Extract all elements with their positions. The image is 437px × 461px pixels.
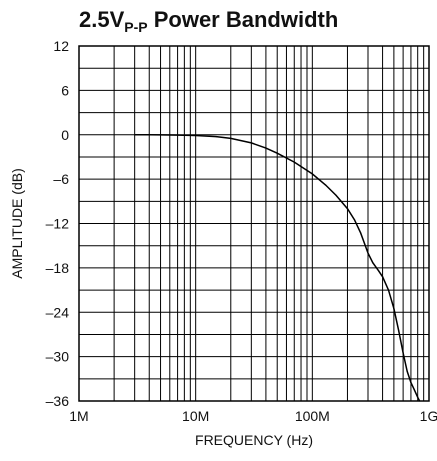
plot-frame	[78, 45, 430, 402]
chart-title-subscript: P-P	[124, 19, 147, 35]
data-point	[367, 252, 369, 254]
data-point	[250, 142, 252, 144]
data-point	[293, 161, 295, 163]
y-tick-label: –36	[46, 393, 70, 409]
chart-title: 2.5VP-P Power Bandwidth	[79, 7, 338, 35]
y-tick-label: 0	[61, 127, 69, 143]
data-point	[387, 289, 390, 291]
data-point	[311, 173, 313, 175]
data-point	[406, 370, 408, 372]
data-point	[195, 134, 197, 137]
data-point	[417, 396, 419, 398]
y-tick-label: 6	[61, 82, 69, 98]
data-point	[382, 276, 384, 278]
data-point	[148, 134, 150, 136]
x-tick-label: 1M	[69, 408, 88, 424]
grid	[78, 45, 429, 402]
y-tick-label: –18	[46, 260, 70, 276]
chart-title-suffix: Power Bandwidth	[148, 7, 339, 32]
data-point	[398, 330, 400, 332]
data-point	[276, 152, 278, 154]
data-point	[402, 352, 404, 354]
data-point	[325, 184, 327, 186]
data-point	[346, 208, 349, 210]
y-axis-label: AMPLITUDE (dB)	[9, 168, 25, 278]
y-tick-label: –6	[53, 171, 69, 187]
data-point	[353, 219, 356, 221]
y-tick-label: 12	[53, 38, 69, 54]
y-tick-label: –24	[46, 304, 70, 320]
data-point	[413, 389, 415, 391]
x-tick-label: 10M	[182, 408, 209, 424]
data-point	[360, 232, 362, 234]
x-tick-label: 100M	[295, 408, 330, 424]
x-axis-label: FREQUENCY (Hz)	[195, 432, 313, 448]
y-tick-label: –12	[46, 216, 70, 232]
data-point	[230, 137, 232, 139]
data-point	[372, 262, 374, 264]
data-point	[177, 134, 179, 136]
y-tick-label: –30	[46, 349, 70, 365]
data-point	[378, 270, 380, 272]
amplitude-response-line	[134, 134, 421, 402]
data-point	[159, 134, 162, 136]
chart-title-main: 2.5V	[79, 7, 125, 32]
data-point	[335, 194, 337, 196]
data-point	[393, 308, 395, 310]
data-point	[265, 147, 267, 149]
data-point	[410, 381, 412, 384]
x-tick-label: 1G	[420, 408, 437, 424]
data-point	[134, 134, 136, 136]
data-point	[215, 136, 217, 138]
